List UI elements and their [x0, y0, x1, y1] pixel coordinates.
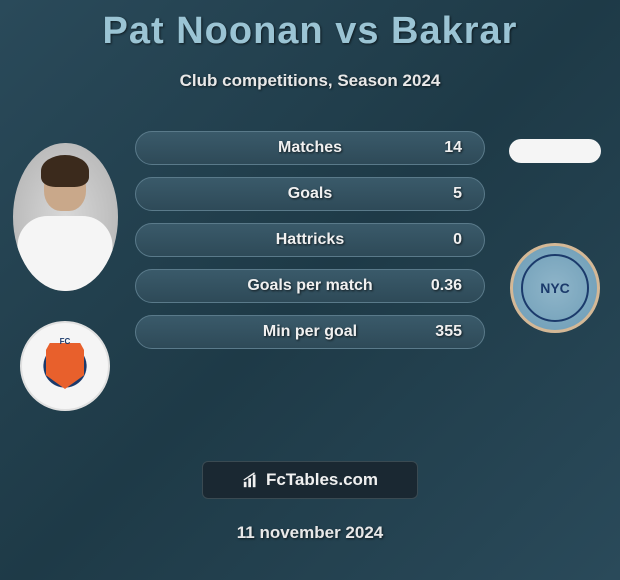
club-badge-nycfc: NYC	[510, 243, 600, 333]
left-player-column: FC	[0, 131, 130, 411]
right-player-column: NYC	[490, 131, 620, 333]
stat-row-goals: Goals 5	[135, 177, 485, 211]
player-photo-left	[13, 143, 118, 291]
page-title: Pat Noonan vs Bakrar	[0, 0, 620, 53]
stat-row-matches: Matches 14	[135, 131, 485, 165]
chart-icon	[242, 471, 260, 489]
stats-column: Matches 14 Goals 5 Hattricks 0 Goals per…	[130, 131, 490, 349]
stat-value: 14	[444, 139, 462, 157]
stat-label: Goals per match	[158, 277, 462, 295]
date-text: 11 november 2024	[0, 523, 620, 543]
stat-value: 0.36	[431, 277, 462, 295]
stat-row-goals-per-match: Goals per match 0.36	[135, 269, 485, 303]
stat-label: Min per goal	[158, 323, 462, 341]
badge-inner: NYC	[521, 254, 589, 322]
stat-label: Matches	[158, 139, 462, 157]
stat-row-min-per-goal: Min per goal 355	[135, 315, 485, 349]
stat-value: 355	[435, 323, 462, 341]
comparison-content: FC Matches 14 Goals 5 Hattricks 0 Goals …	[0, 131, 620, 411]
player-placeholder-right	[509, 139, 601, 163]
badge-text: FC	[60, 337, 71, 346]
stat-value: 5	[453, 185, 462, 203]
subtitle: Club competitions, Season 2024	[0, 71, 620, 91]
fctables-label: FcTables.com	[266, 470, 378, 490]
club-badge-cincinnati: FC	[20, 321, 110, 411]
stat-row-hattricks: Hattricks 0	[135, 223, 485, 257]
stat-value: 0	[453, 231, 462, 249]
fctables-badge[interactable]: FcTables.com	[202, 461, 418, 499]
stat-label: Goals	[158, 185, 462, 203]
stat-label: Hattricks	[158, 231, 462, 249]
